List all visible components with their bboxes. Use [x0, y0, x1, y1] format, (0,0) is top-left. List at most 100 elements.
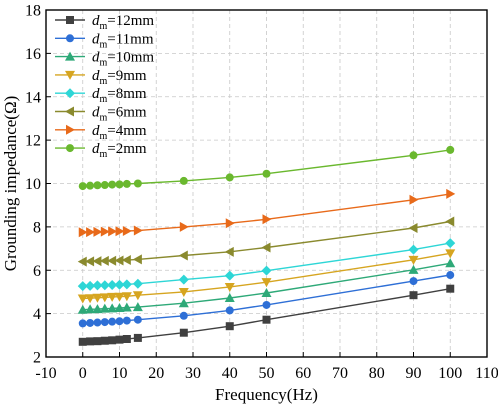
y-tick-label: 4: [33, 306, 41, 323]
data-point: [224, 293, 235, 303]
legend-marker: [65, 51, 75, 61]
data-point: [179, 221, 189, 232]
data-point: [446, 145, 455, 154]
data-point: [122, 179, 131, 188]
data-point: [132, 254, 142, 265]
series-layer: [77, 145, 456, 346]
data-point: [224, 246, 234, 257]
data-point: [100, 181, 109, 190]
data-point: [179, 176, 188, 185]
data-point: [224, 282, 235, 292]
y-tick-label: 18: [25, 3, 41, 20]
data-point: [224, 270, 235, 281]
legend-label: dm=11mm: [92, 31, 154, 50]
data-point: [78, 319, 87, 328]
x-tick-label: 60: [295, 365, 311, 382]
data-point: [99, 303, 110, 313]
data-point: [108, 226, 118, 237]
legend-label: dm=10mm: [92, 50, 154, 69]
data-point: [408, 244, 419, 255]
data-point: [115, 226, 125, 237]
data-point: [114, 292, 125, 302]
data-point: [446, 271, 455, 280]
data-point: [92, 293, 103, 303]
data-point: [114, 302, 125, 312]
data-point: [92, 304, 103, 314]
data-point: [85, 280, 96, 291]
legend-marker: [65, 106, 74, 117]
legend-item: dm=6mm: [55, 105, 147, 124]
data-point: [121, 302, 132, 312]
data-point: [445, 258, 456, 268]
legend-label: dm=4mm: [92, 123, 147, 142]
data-point: [409, 277, 418, 286]
data-point: [99, 293, 110, 303]
y-axis-title: Grounding impedance(Ω): [1, 96, 20, 272]
data-point: [78, 182, 87, 191]
data-point: [133, 179, 142, 188]
data-point: [86, 227, 96, 238]
legend-item: dm=12mm: [55, 13, 154, 32]
legend-marker: [65, 70, 75, 80]
data-point: [107, 255, 117, 266]
data-point: [108, 317, 117, 326]
data-point: [114, 255, 124, 266]
ticks: -10 0 10 20 30 40 50 60 70 80 90 100 110 2 4 6 8 10 12 14 16…: [25, 3, 498, 383]
data-point: [77, 281, 88, 292]
data-point: [261, 278, 272, 288]
data-point: [107, 303, 118, 313]
legend: dm=12mmdm=11mmdm=10mmdm=9mmdm=8mmdm=6mmd…: [55, 13, 154, 160]
x-tick-label: 80: [369, 365, 385, 382]
data-point: [93, 337, 102, 346]
data-point: [93, 318, 102, 327]
data-point: [409, 151, 418, 160]
series-5: [77, 238, 456, 292]
data-point: [100, 336, 109, 345]
data-point: [445, 216, 455, 227]
x-tick-label: -10: [35, 365, 56, 382]
legend-label: dm=6mm: [92, 105, 147, 124]
legend-label: dm=12mm: [92, 13, 154, 32]
data-point: [108, 180, 117, 189]
data-point: [133, 333, 142, 342]
x-tick-label: 100: [438, 365, 462, 382]
legend-label: dm=2mm: [92, 141, 147, 160]
data-point: [409, 194, 419, 205]
data-point: [115, 335, 124, 344]
data-point: [99, 255, 109, 266]
data-point: [133, 225, 143, 236]
data-point: [122, 225, 132, 236]
data-point: [121, 255, 131, 266]
data-point: [114, 279, 125, 290]
data-point: [133, 315, 142, 324]
data-point: [446, 188, 456, 199]
data-point: [132, 278, 143, 289]
y-tick-label: 8: [33, 219, 41, 236]
data-point: [261, 242, 271, 253]
data-point: [408, 264, 419, 274]
data-point: [92, 256, 102, 267]
data-point: [261, 288, 272, 298]
legend-marker: [66, 16, 74, 24]
data-point: [179, 311, 188, 320]
data-point: [85, 294, 96, 304]
x-axis-title: Frequency(Hz): [215, 385, 318, 404]
x-tick-label: 110: [475, 365, 498, 382]
series-6: [77, 216, 455, 267]
data-point: [178, 287, 189, 297]
legend-marker: [66, 34, 74, 43]
data-point: [409, 291, 418, 300]
data-point: [115, 317, 124, 326]
data-point: [92, 280, 103, 291]
data-point: [108, 336, 117, 345]
legend-marker: [66, 124, 75, 135]
data-point: [262, 300, 271, 309]
legend-item: dm=9mm: [55, 68, 147, 87]
data-point: [121, 279, 132, 290]
series-2: [78, 271, 455, 328]
data-point: [445, 238, 456, 249]
data-point: [86, 181, 95, 190]
data-point: [262, 214, 272, 225]
data-point: [122, 334, 131, 343]
x-tick-label: 30: [185, 365, 201, 382]
